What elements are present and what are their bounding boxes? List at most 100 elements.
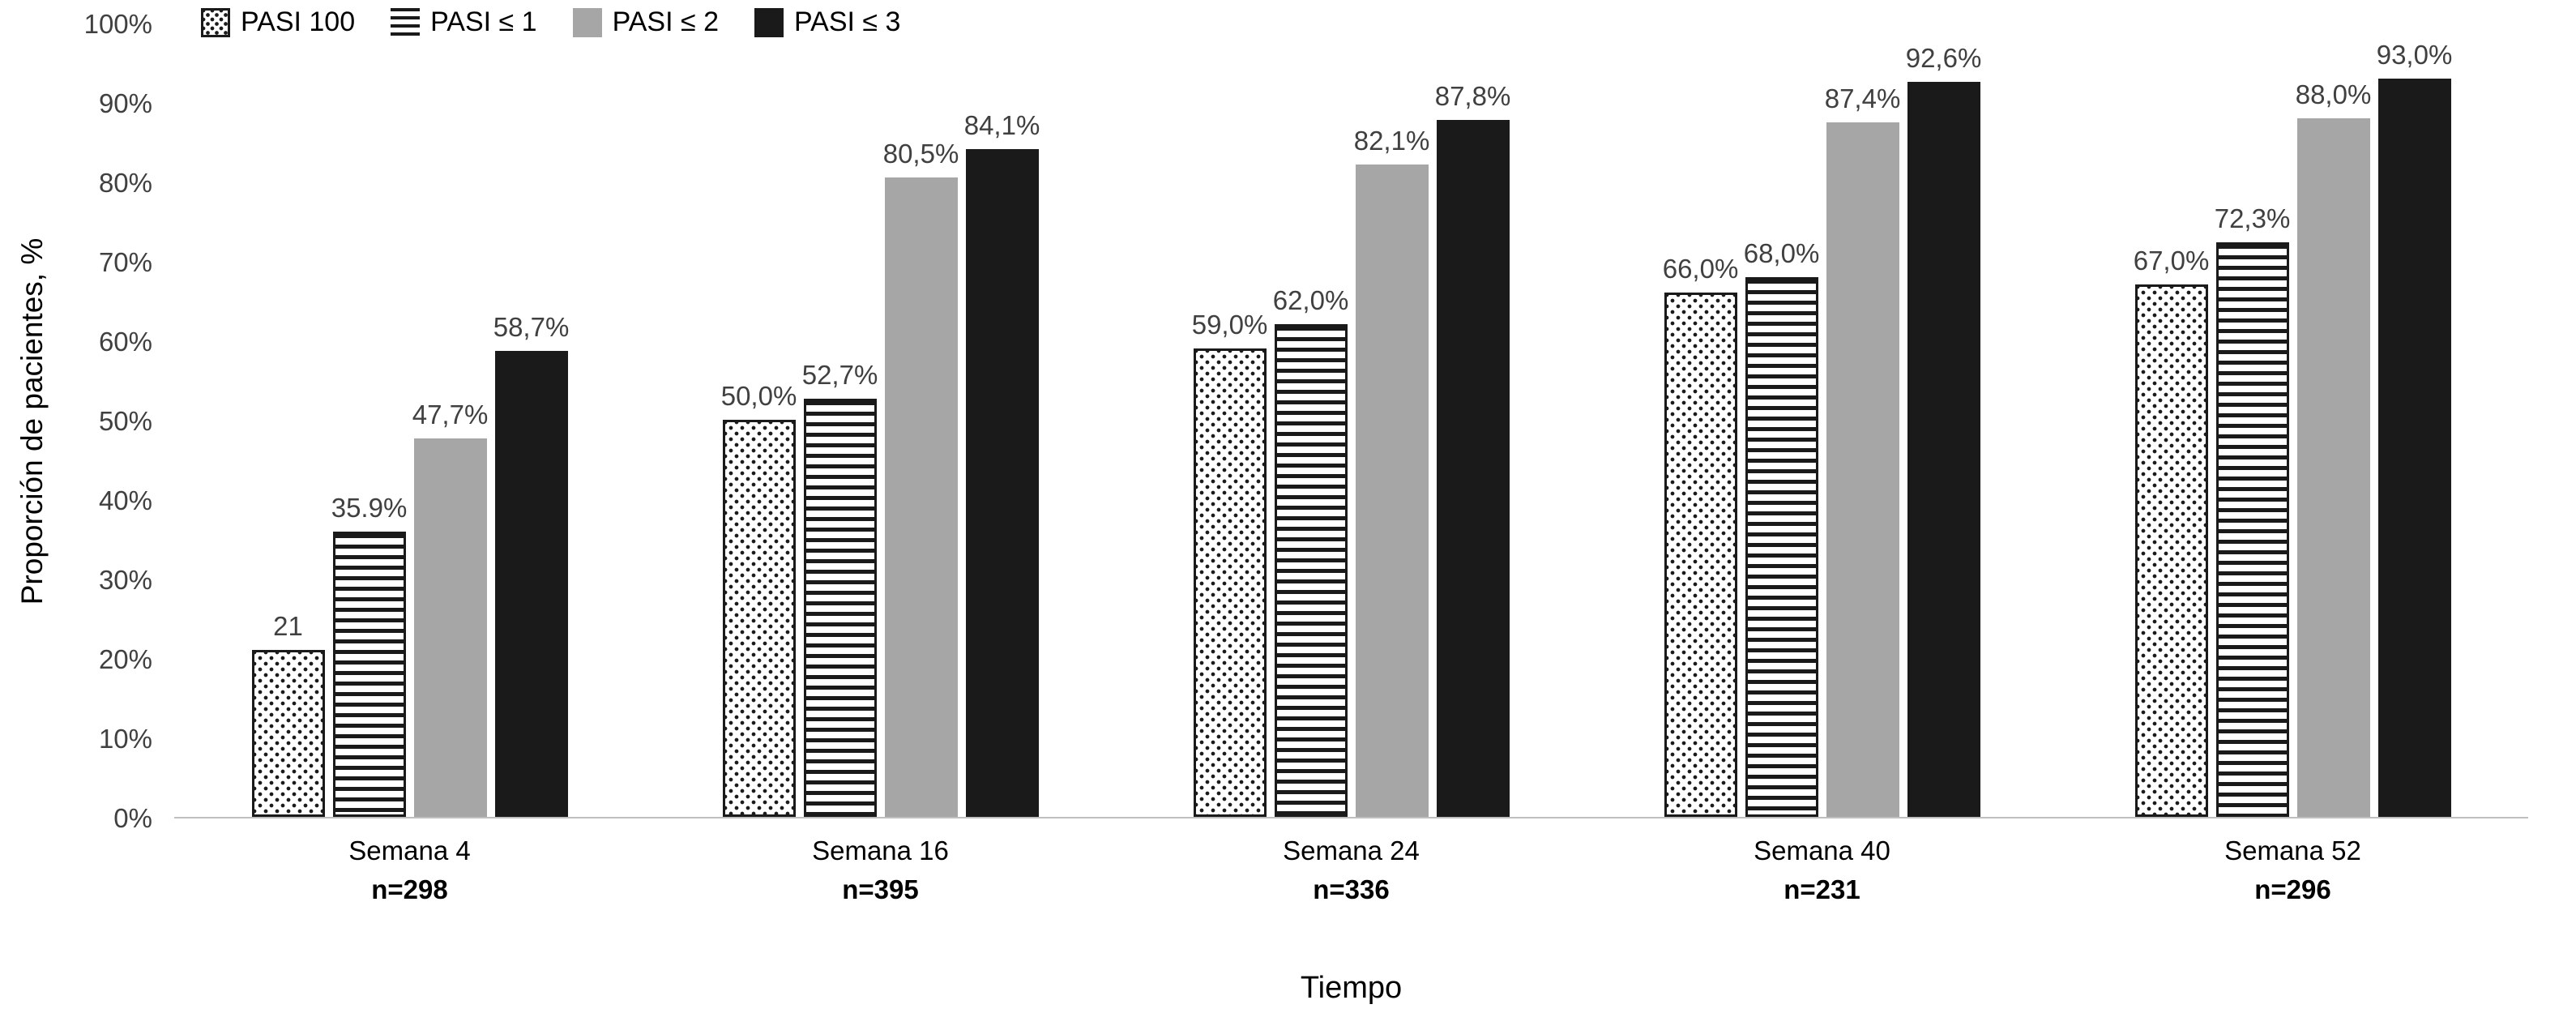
bar-group-semana-24: 59,0% 62,0% 82,1% 87,8% [1116,24,1587,817]
bar-cell: 47,7% [412,24,489,817]
x-axis-category-label: Semana 4 [348,836,471,865]
legend: PASI 100 PASI ≤ 1 PASI ≤ 2 PASI ≤ 3 [201,6,900,38]
bar-cell: 87,4% [1824,24,1901,817]
bar-value-label: 92,6% [1905,42,1982,73]
bar-pasi-le-3-semana-52 [2377,78,2451,817]
bar-group-semana-4: 21 35.9% 47,7% 58,7% [174,24,645,817]
bar-cell: 59,0% [1191,24,1268,817]
y-axis: 0% 10% 20% 30% 40% 50% 60% 70% 80% 90% 100% [0,9,162,833]
legend-label: PASI 100 [241,6,356,37]
bar-cell: 93,0% [2376,24,2453,817]
bar-cell: 88,0% [2295,24,2372,817]
bar-cell: 87,8% [1434,24,1511,817]
bar-pasi-le-3-semana-4 [494,350,568,817]
bar-pasi-le-1-semana-24 [1274,324,1348,817]
x-axis: Semana 4 n=298 Semana 16 n=395 Semana 24 n=33… [174,835,2528,906]
bar-value-label: 21 [273,611,303,642]
x-axis-category-semana-40: Semana 40 n=231 [1587,835,2057,906]
x-axis-category-semana-52: Semana 52 n=296 [2057,835,2528,906]
bar-cell: 84,1% [963,24,1040,817]
bar-cell: 50,0% [720,24,797,817]
bar-cell: 62,0% [1272,24,1349,817]
bar-value-label: 62,0% [1272,285,1349,316]
bar-group-semana-52: 67,0% 72,3% 88,0% 93,0% [2057,24,2528,817]
legend-item-pasi-le-1: PASI ≤ 1 [391,6,537,38]
bar-pasi-100-semana-52 [2134,284,2208,817]
x-axis-category-label: Semana 40 [1754,836,1890,865]
y-axis-tick-label: 100% [83,9,152,39]
bar-pasi-le-1-semana-4 [332,532,406,817]
legend-swatch-pasi-le-1 [391,7,421,37]
bar-pasi-100-semana-4 [251,650,325,817]
y-axis-tick-label: 80% [98,168,152,198]
bar-value-label: 47,7% [412,399,489,430]
bar-value-label: 93,0% [2376,39,2453,70]
plot-area: 21 35.9% 47,7% 58,7% 50,0% 52,7% 80,5% 84,1% 59,… [174,24,2528,818]
bar-value-label: 52,7% [801,359,878,390]
bar-value-label: 84,1% [963,109,1040,140]
bar-pasi-le-2-semana-40 [1826,122,1899,817]
legend-item-pasi-le-3: PASI ≤ 3 [754,6,900,38]
bar-value-label: 87,4% [1824,83,1901,114]
bar-value-label: 87,8% [1434,80,1511,111]
bar-cell: 82,1% [1353,24,1430,817]
bar-cell: 67,0% [2133,24,2210,817]
x-axis-category-semana-24: Semana 24 n=336 [1116,835,1587,906]
bar-value-label: 82,1% [1353,126,1430,156]
legend-label: PASI ≤ 2 [612,6,719,37]
y-axis-tick-label: 90% [98,88,152,118]
y-axis-tick-label: 30% [98,565,152,595]
bar-cell: 35.9% [331,24,407,817]
bar-value-label: 59,0% [1191,309,1268,340]
bar-pasi-le-3-semana-40 [1907,81,1980,817]
bar-pasi-le-2-semana-24 [1355,165,1429,817]
legend-swatch-pasi-le-3 [754,7,784,37]
bar-value-label: 50,0% [720,381,797,411]
bar-value-label: 67,0% [2133,246,2210,276]
bar-pasi-100-semana-24 [1193,348,1267,817]
bar-group-semana-40: 66,0% 68,0% 87,4% 92,6% [1587,24,2057,817]
x-axis-category-n-count: n=395 [842,874,919,904]
x-axis-category-label: Semana 24 [1283,836,1420,865]
y-axis-tick-label: 70% [98,247,152,277]
bar-pasi-le-2-semana-16 [884,177,958,817]
bar-cell: 58,7% [493,24,570,817]
x-axis-category-n-count: n=336 [1313,874,1390,904]
legend-item-pasi-le-2: PASI ≤ 2 [572,6,719,38]
bar-pasi-100-semana-16 [722,420,796,817]
x-axis-category-semana-16: Semana 16 n=395 [645,835,1116,906]
x-axis-category-n-count: n=298 [371,874,448,904]
bar-pasi-le-3-semana-24 [1436,119,1510,817]
bar-value-label: 58,7% [493,311,570,342]
bar-pasi-le-2-semana-4 [413,438,487,817]
bar-pasi-le-2-semana-52 [2296,118,2370,817]
y-axis-tick-label: 60% [98,327,152,357]
y-axis-tick-label: 0% [113,803,152,833]
bar-value-label: 80,5% [882,139,959,169]
bar-cell: 52,7% [801,24,878,817]
bar-value-label: 88,0% [2295,79,2372,109]
bar-groups: 21 35.9% 47,7% 58,7% 50,0% 52,7% 80,5% 84,1% 59,… [174,24,2528,817]
bar-pasi-le-3-semana-16 [965,148,1039,817]
legend-label: PASI ≤ 1 [430,6,537,37]
legend-label: PASI ≤ 3 [793,6,901,37]
bar-cell: 68,0% [1744,24,1819,817]
bar-pasi-100-semana-40 [1664,293,1737,817]
bar-pasi-le-1-semana-16 [803,398,877,817]
legend-item-pasi-100: PASI 100 [201,6,355,38]
y-axis-tick-label: 50% [98,406,152,436]
legend-swatch-pasi-100 [201,7,230,37]
y-axis-tick-label: 10% [98,724,152,754]
y-axis-tick-label: 40% [98,485,152,515]
bar-cell: 66,0% [1663,24,1738,817]
x-axis-category-n-count: n=231 [1784,874,1860,904]
x-axis-category-label: Semana 52 [2224,836,2361,865]
legend-swatch-pasi-le-2 [572,7,602,37]
bar-value-label: 72,3% [2214,203,2291,234]
bar-cell: 80,5% [882,24,959,817]
bar-pasi-le-1-semana-40 [1745,276,1818,817]
bar-cell: 72,3% [2214,24,2291,817]
bar-cell: 21 [251,24,325,817]
bar-pasi-le-1-semana-52 [2215,242,2289,817]
